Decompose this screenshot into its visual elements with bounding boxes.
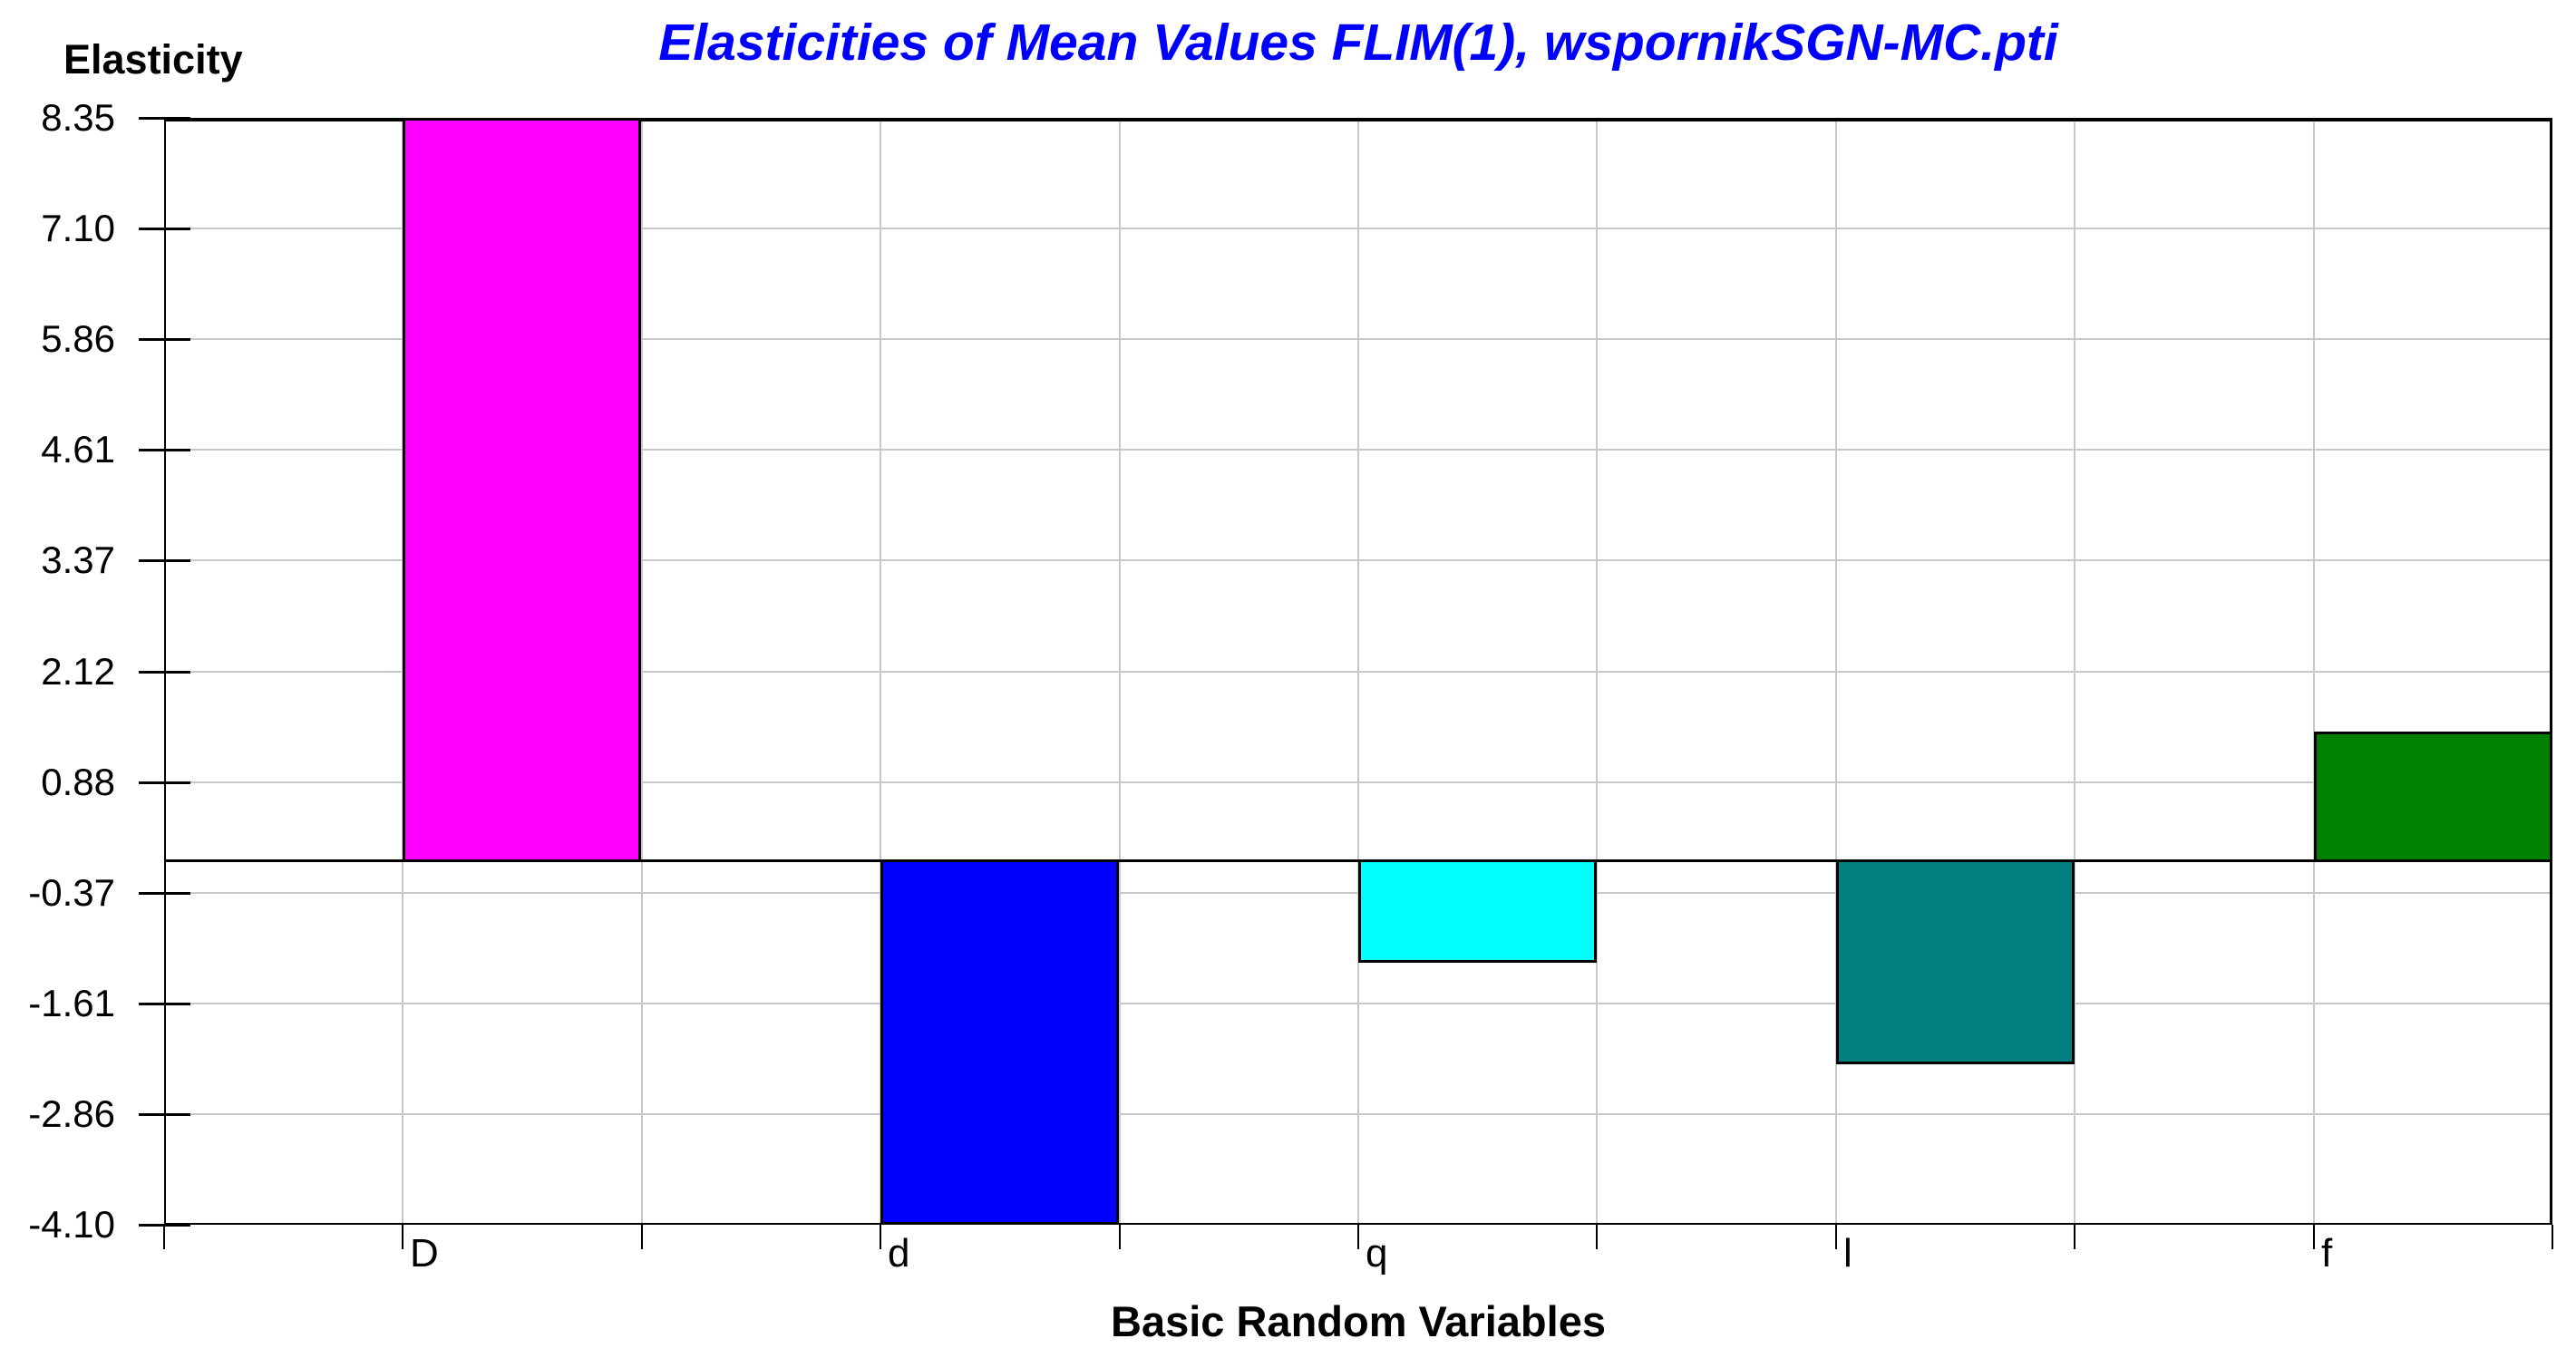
y-axis-title: Elasticity (63, 36, 243, 82)
x-tick (1596, 1225, 1598, 1249)
zero-axis-line (166, 859, 2550, 862)
y-tick (139, 671, 190, 674)
x-tick (1835, 1225, 1837, 1249)
y-tick-label: 5.86 (41, 317, 115, 360)
y-tick-label: 3.37 (41, 538, 115, 581)
y-tick-label: -4.10 (28, 1203, 115, 1246)
x-tick (880, 1225, 881, 1249)
x-tick (1357, 1225, 1359, 1249)
y-tick-label: 8.35 (41, 96, 115, 139)
y-tick-label: -2.86 (28, 1092, 115, 1135)
y-tick-label: 0.88 (41, 761, 115, 803)
y-tick (139, 228, 190, 230)
y-tick (139, 338, 190, 341)
bar-l (1836, 859, 2075, 1064)
x-tick (1119, 1225, 1121, 1249)
x-tick (641, 1225, 643, 1249)
bar-q (1358, 859, 1597, 963)
x-tick (2313, 1225, 2315, 1249)
x-tick (2074, 1225, 2075, 1249)
y-tick (139, 892, 190, 895)
bar-D (403, 118, 641, 862)
x-tick-label: q (1366, 1231, 1388, 1276)
x-tick-label: l (1843, 1231, 1852, 1276)
chart-title: Elasticities of Mean Values FLIM(1), wsp… (658, 14, 2058, 72)
x-tick (2552, 1225, 2553, 1249)
bar-d (880, 859, 1119, 1225)
bar-f (2314, 732, 2552, 862)
horizontal-gridline (166, 228, 2550, 229)
y-tick (139, 1003, 190, 1005)
y-tick-label: 7.10 (41, 207, 115, 249)
x-tick (163, 1225, 165, 1249)
y-tick-label: 2.12 (41, 650, 115, 693)
x-tick-label: d (888, 1231, 910, 1276)
horizontal-gridline (166, 338, 2550, 340)
y-tick (139, 1113, 190, 1116)
y-tick (139, 117, 190, 120)
x-tick-label: f (2321, 1231, 2333, 1276)
x-axis-title: Basic Random Variables (1111, 1297, 1606, 1345)
y-tick (139, 559, 190, 562)
x-tick (402, 1225, 403, 1249)
x-tick-label: D (410, 1231, 439, 1276)
y-tick (139, 781, 190, 784)
horizontal-gridline (166, 1113, 2550, 1115)
horizontal-gridline (166, 892, 2550, 894)
horizontal-gridline (166, 781, 2550, 783)
y-tick (139, 449, 190, 451)
horizontal-gridline (166, 449, 2550, 451)
y-tick-label: -0.37 (28, 871, 115, 914)
horizontal-gridline (166, 559, 2550, 561)
y-tick-label: 4.61 (41, 428, 115, 470)
y-tick-label: -1.61 (28, 982, 115, 1024)
horizontal-gridline (166, 1003, 2550, 1004)
horizontal-gridline (166, 671, 2550, 673)
